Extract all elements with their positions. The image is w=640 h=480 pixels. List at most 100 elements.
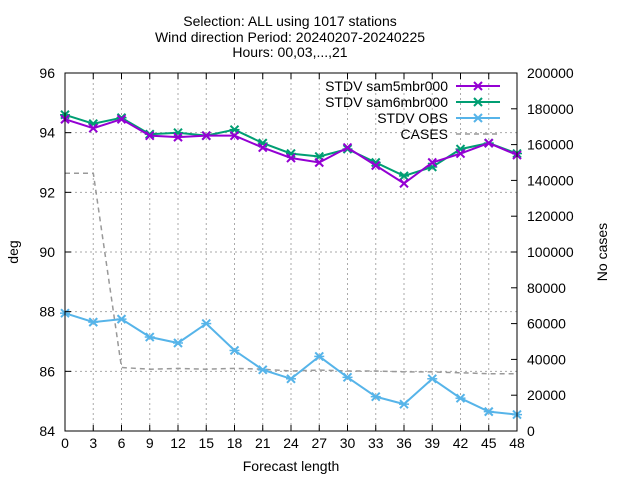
y-axis-label: deg bbox=[5, 240, 21, 263]
y2-axis-label: No cases bbox=[594, 223, 610, 281]
y2-tick-label: 200000 bbox=[527, 65, 574, 81]
data-point bbox=[173, 132, 183, 142]
data-point bbox=[201, 130, 211, 141]
data-point bbox=[399, 399, 409, 409]
data-point bbox=[145, 130, 155, 141]
data-point bbox=[116, 114, 127, 124]
series-line bbox=[65, 172, 517, 375]
x-tick-label: 6 bbox=[118, 435, 126, 451]
x-tick-label: 48 bbox=[509, 435, 525, 451]
title-line-2: Wind direction Period: 20240207-20240225 bbox=[155, 29, 425, 45]
y2-tick-label: 140000 bbox=[527, 172, 574, 188]
x-tick-label: 45 bbox=[481, 435, 497, 451]
data-point bbox=[314, 351, 325, 362]
legend-entry: STDV OBS bbox=[377, 110, 500, 126]
data-point bbox=[370, 391, 381, 402]
point-marker-stroke bbox=[173, 132, 183, 142]
point-marker-stroke bbox=[201, 130, 211, 141]
y-axis-left: 84 86 88 90 92 94 96 bbox=[39, 65, 71, 439]
y-axis-right: 0 20000 40000 60000 80000 100000 120000 140000 1… bbox=[511, 65, 574, 439]
data-point bbox=[314, 157, 324, 168]
x-tick-label: 15 bbox=[198, 435, 214, 451]
data-point bbox=[144, 332, 155, 342]
data-point bbox=[173, 338, 183, 348]
x-tick-label: 42 bbox=[453, 435, 469, 451]
legend-label: STDV sam5mbr000 bbox=[325, 78, 448, 94]
x-tick-label: 30 bbox=[340, 435, 356, 451]
x-tick-label: 33 bbox=[368, 435, 384, 451]
chart-title: Selection: ALL using 1017 stations Wind … bbox=[155, 13, 425, 60]
x-tick-label: 0 bbox=[61, 435, 69, 451]
data-point bbox=[229, 130, 240, 141]
y2-tick-label: 180000 bbox=[527, 101, 574, 117]
y2-tick-label: 20000 bbox=[527, 387, 566, 403]
point-marker-stroke bbox=[116, 114, 127, 124]
data-point bbox=[455, 393, 466, 403]
x-axis: 0 3 6 9 12 15 18 21 24 27 30 33 36 39 42 45 48 bbox=[61, 73, 525, 451]
y-tick-label: 88 bbox=[39, 304, 55, 320]
y2-tick-label: 80000 bbox=[527, 280, 566, 296]
data-point bbox=[342, 372, 353, 383]
point-marker-stroke bbox=[427, 157, 437, 168]
legend-entry: STDV sam6mbr000 bbox=[325, 94, 500, 110]
data-point bbox=[229, 345, 240, 356]
x-tick-label: 36 bbox=[396, 435, 412, 451]
x-axis-label: Forecast length bbox=[243, 458, 340, 474]
x-tick-label: 24 bbox=[283, 435, 299, 451]
data-point bbox=[455, 148, 466, 159]
data-point bbox=[399, 171, 409, 181]
y2-tick-label: 100000 bbox=[527, 244, 574, 260]
legend-marker-stroke bbox=[473, 81, 483, 91]
data-point bbox=[88, 123, 98, 133]
y2-tick-label: 160000 bbox=[527, 137, 574, 153]
data-point bbox=[399, 178, 409, 189]
data-point bbox=[484, 138, 494, 148]
data-point bbox=[286, 153, 296, 163]
x-tick-label: 3 bbox=[89, 435, 97, 451]
data-point bbox=[342, 142, 353, 153]
legend-entry: CASES bbox=[401, 126, 500, 142]
y2-tick-label: 0 bbox=[527, 423, 535, 439]
y2-tick-label: 120000 bbox=[527, 208, 574, 224]
data-point bbox=[201, 318, 212, 329]
x-tick-label: 39 bbox=[424, 435, 440, 451]
data-point bbox=[88, 317, 99, 327]
point-marker-stroke bbox=[455, 148, 466, 159]
y2-tick-label: 60000 bbox=[527, 316, 566, 332]
y-tick-label: 84 bbox=[39, 423, 55, 439]
point-marker-stroke bbox=[88, 123, 98, 133]
grid bbox=[65, 73, 517, 431]
series-cases bbox=[65, 172, 517, 375]
legend-label: STDV OBS bbox=[377, 110, 448, 126]
point-marker-stroke bbox=[145, 130, 155, 141]
y-tick-label: 86 bbox=[39, 363, 55, 379]
series-stdv-obs bbox=[60, 308, 522, 420]
legend-entry: STDV sam5mbr000 bbox=[325, 78, 500, 94]
data-point bbox=[371, 160, 381, 171]
y-tick-label: 94 bbox=[39, 125, 55, 141]
data-point bbox=[116, 314, 127, 324]
point-marker-stroke bbox=[484, 138, 494, 148]
y-tick-label: 92 bbox=[39, 184, 55, 200]
y2-tick-label: 40000 bbox=[527, 351, 566, 367]
title-line-1: Selection: ALL using 1017 stations bbox=[183, 13, 397, 29]
x-tick-label: 18 bbox=[227, 435, 243, 451]
y-tick-label: 90 bbox=[39, 244, 55, 260]
legend-label: CASES bbox=[401, 126, 448, 142]
point-marker-stroke bbox=[229, 130, 240, 141]
data-point bbox=[427, 157, 437, 168]
x-tick-label: 9 bbox=[146, 435, 154, 451]
point-marker-stroke bbox=[286, 153, 296, 163]
series-layer bbox=[60, 110, 522, 420]
x-tick-label: 12 bbox=[170, 435, 186, 451]
x-tick-label: 21 bbox=[255, 435, 271, 451]
data-point bbox=[258, 142, 268, 153]
point-marker-stroke bbox=[258, 142, 268, 153]
point-marker-stroke bbox=[399, 178, 409, 189]
x-tick-label: 27 bbox=[311, 435, 327, 451]
legend-label: STDV sam6mbr000 bbox=[325, 94, 448, 110]
data-point bbox=[427, 374, 438, 384]
point-marker-stroke bbox=[342, 142, 353, 153]
